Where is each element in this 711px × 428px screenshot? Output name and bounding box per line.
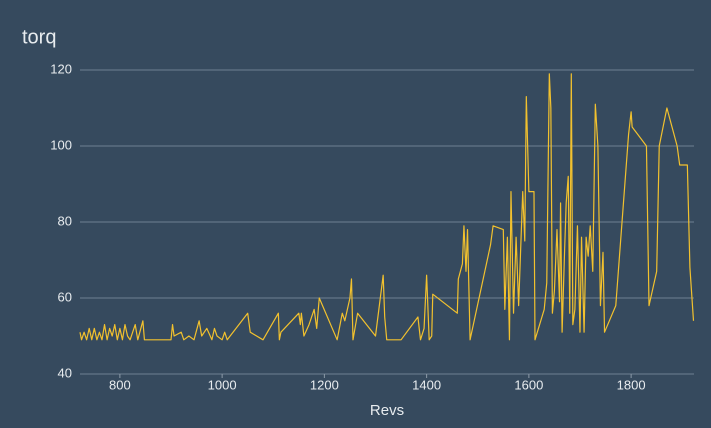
x-tick-label: 1400 (412, 377, 441, 392)
x-axis-label: Revs (370, 402, 404, 419)
data-line (79, 73, 695, 341)
y-tick-label: 80 (58, 213, 72, 228)
x-tick-label: 800 (109, 377, 131, 392)
y-tick-label: 60 (58, 289, 72, 304)
y-tick-label: 120 (50, 61, 72, 76)
x-tick-label: 1000 (208, 377, 237, 392)
x-tick-label: 1600 (514, 377, 543, 392)
y-tick-label: 40 (58, 365, 72, 380)
x-tick-label: 1800 (617, 377, 646, 392)
x-tick-label: 1200 (310, 377, 339, 392)
chart-title: torq (22, 26, 56, 48)
y-tick-label: 100 (50, 137, 72, 152)
